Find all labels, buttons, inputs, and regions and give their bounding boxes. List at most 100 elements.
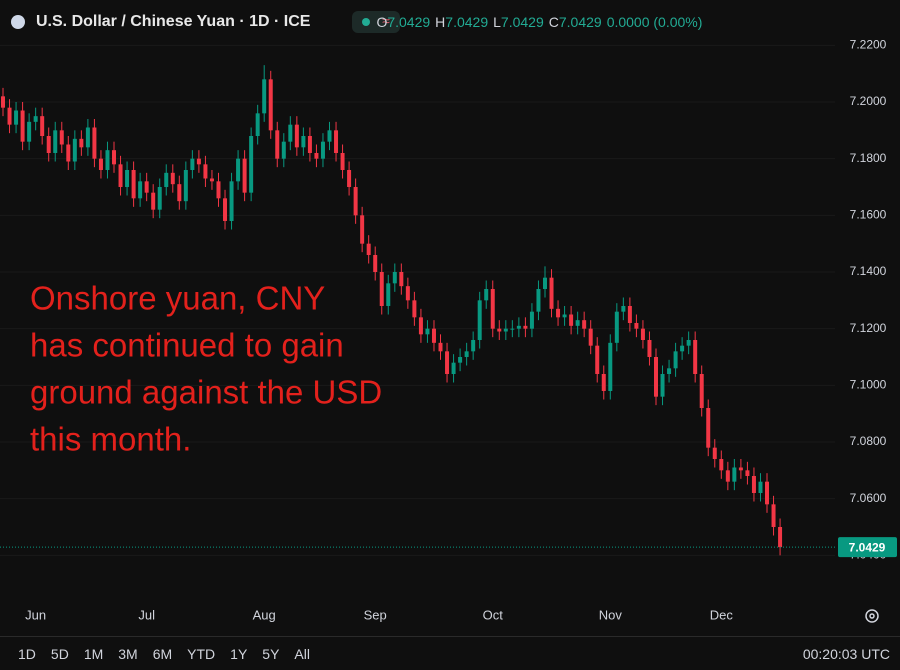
candle-body (497, 328, 502, 332)
candle-body (20, 110, 25, 142)
range-button[interactable]: 5Y (262, 645, 280, 662)
candle-body (562, 314, 567, 318)
candle-body (112, 150, 117, 165)
candle-body (778, 527, 783, 548)
candle-body (399, 272, 404, 287)
candle-body (582, 320, 587, 329)
candle-body (177, 184, 182, 202)
ohlc-label: C (548, 14, 559, 30)
candle-body (236, 158, 241, 182)
flag-icon (11, 15, 25, 29)
candle-body (732, 467, 737, 482)
candle-body (40, 116, 45, 136)
candle-body (451, 362, 456, 374)
candle-body (464, 351, 469, 357)
candle-body (640, 328, 645, 340)
range-button[interactable]: 6M (152, 645, 173, 662)
candle-body (209, 178, 214, 182)
candle-body (693, 340, 698, 374)
candle-body (516, 325, 521, 329)
candle-body (510, 328, 515, 330)
range-button[interactable]: All (294, 645, 310, 662)
range-button[interactable]: 5D (50, 645, 69, 662)
candle-body (614, 311, 619, 343)
candle-body (556, 308, 561, 318)
candle-body (366, 243, 371, 255)
ohlc-value: 7.0429 (387, 14, 431, 30)
candle-body (719, 459, 724, 471)
y-tick-label: 7.1400 (850, 264, 887, 278)
candle-body (771, 504, 776, 527)
ohlc-value: 7.0429 (558, 14, 602, 30)
candle-body (386, 283, 391, 306)
ohlc-value: 7.0429 (500, 14, 544, 30)
candle-body (575, 320, 580, 326)
candle-body (170, 172, 175, 185)
candle-body (85, 127, 90, 148)
ohlc-value: 7.0429 (445, 14, 489, 30)
candle-body (549, 277, 554, 309)
annotation: ground against the USD (30, 374, 382, 411)
candle-body (242, 158, 247, 193)
annotation: Onshore yuan, CNY (30, 280, 325, 317)
candle-body (445, 351, 450, 374)
candle-body (327, 130, 332, 142)
candle-body (438, 342, 443, 352)
range-button[interactable]: YTD (187, 645, 216, 662)
candle-body (144, 181, 149, 193)
candle-body (373, 255, 378, 272)
x-tick-label: Nov (599, 607, 623, 622)
candle-body (706, 408, 711, 448)
ohlc-label: H (435, 14, 446, 30)
candle-body (79, 138, 84, 148)
symbol-title: U.S. Dollar / Chinese Yuan · 1D · ICE (36, 13, 311, 30)
candle-body (14, 110, 19, 125)
candle-body (320, 141, 325, 159)
range-button[interactable]: 3M (118, 645, 138, 662)
candle-body (268, 79, 273, 131)
toolbar: 1D 5D 1M 3M 6M YTD 1Y 5Y All 00:20:03 UTC (0, 636, 900, 670)
candle-body (262, 79, 267, 114)
y-tick-label: 7.0800 (850, 434, 887, 448)
candle-body (490, 289, 495, 329)
candle-body (66, 144, 71, 162)
candle-body (131, 170, 136, 199)
y-tick-label: 7.1800 (850, 151, 887, 165)
candle-body (125, 170, 130, 187)
candle-body (536, 289, 541, 312)
candle-body (418, 317, 423, 335)
ohlc-label: O (376, 14, 388, 30)
candle-body (484, 289, 489, 301)
range-button[interactable]: 1D (18, 645, 36, 662)
status-dot (362, 18, 370, 26)
candle-body (765, 481, 770, 505)
candle-body (223, 198, 228, 221)
candle-body (164, 172, 169, 187)
candle-body (72, 138, 77, 162)
candle-body (151, 192, 156, 210)
candle-body (98, 158, 103, 170)
candle-body (334, 130, 339, 153)
candle-body (405, 286, 410, 301)
candle-body (294, 124, 299, 148)
candle-body (288, 124, 293, 142)
y-tick-label: 7.1200 (850, 321, 887, 335)
candle-body (33, 116, 38, 122)
ohlc-values: O 7.0429 H 7.0429 L 7.0429 C 7.0429 (376, 14, 606, 30)
settings-icon[interactable] (865, 609, 879, 623)
candle-body (471, 340, 476, 352)
status-icon: ≈ (382, 13, 390, 29)
candle-body (190, 158, 195, 170)
x-tick-label: Aug (253, 607, 276, 622)
candle-body (608, 342, 613, 391)
candle-body (53, 130, 58, 153)
candle-body (660, 374, 665, 397)
candle-body (229, 181, 234, 221)
range-button[interactable]: 1M (83, 645, 104, 662)
candle-body (523, 325, 528, 329)
range-button[interactable]: 1Y (230, 645, 248, 662)
candle-body (529, 311, 534, 329)
candle-body (751, 476, 756, 493)
